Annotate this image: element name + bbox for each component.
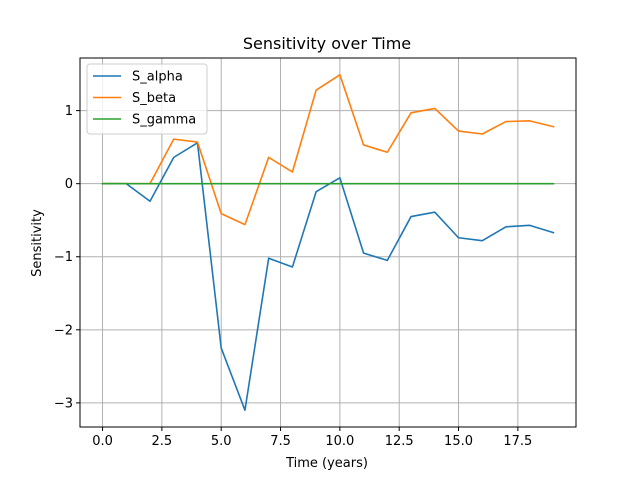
x-tick-label: 0.0 [92,434,113,449]
y-axis-label: Sensitivity [30,209,45,277]
y-tick-label: −1 [54,250,73,265]
legend-box [86,63,208,135]
y-tick-label: 1 [65,104,73,119]
x-tick-label: 7.5 [270,434,291,449]
x-tick-label: 17.5 [503,434,532,449]
chart-title: Sensitivity over Time [243,34,411,53]
legend-entry: S_beta [93,91,176,106]
legend: S_alpha S_beta S_gamma [86,63,208,135]
x-tick-label: 5.0 [211,434,232,449]
y-tick-label: −2 [54,323,73,338]
x-tick-label: 12.5 [385,434,414,449]
grid [80,58,576,427]
plot-frame [79,57,577,428]
legend-label: S_alpha [132,70,183,85]
series-layer [101,74,555,411]
x-axis-label: Time (years) [285,456,368,471]
x-tick-label: 15.0 [444,434,473,449]
legend-entry: S_gamma [93,113,196,128]
ticks: 0.0 2.5 5.0 7.5 10.0 12.5 15.0 17.5 −3 −2 −1 0 1 [54,104,533,449]
legend-label: S_beta [132,91,176,106]
series-line-s-beta [101,74,555,226]
legend-label: S_gamma [132,113,196,128]
y-tick-label: 0 [65,177,73,192]
series-line-s-alpha [101,141,555,411]
legend-entry: S_alpha [93,70,183,85]
y-tick-label: −3 [54,396,73,411]
x-tick-label: 10.0 [325,434,354,449]
x-tick-label: 2.5 [152,434,173,449]
